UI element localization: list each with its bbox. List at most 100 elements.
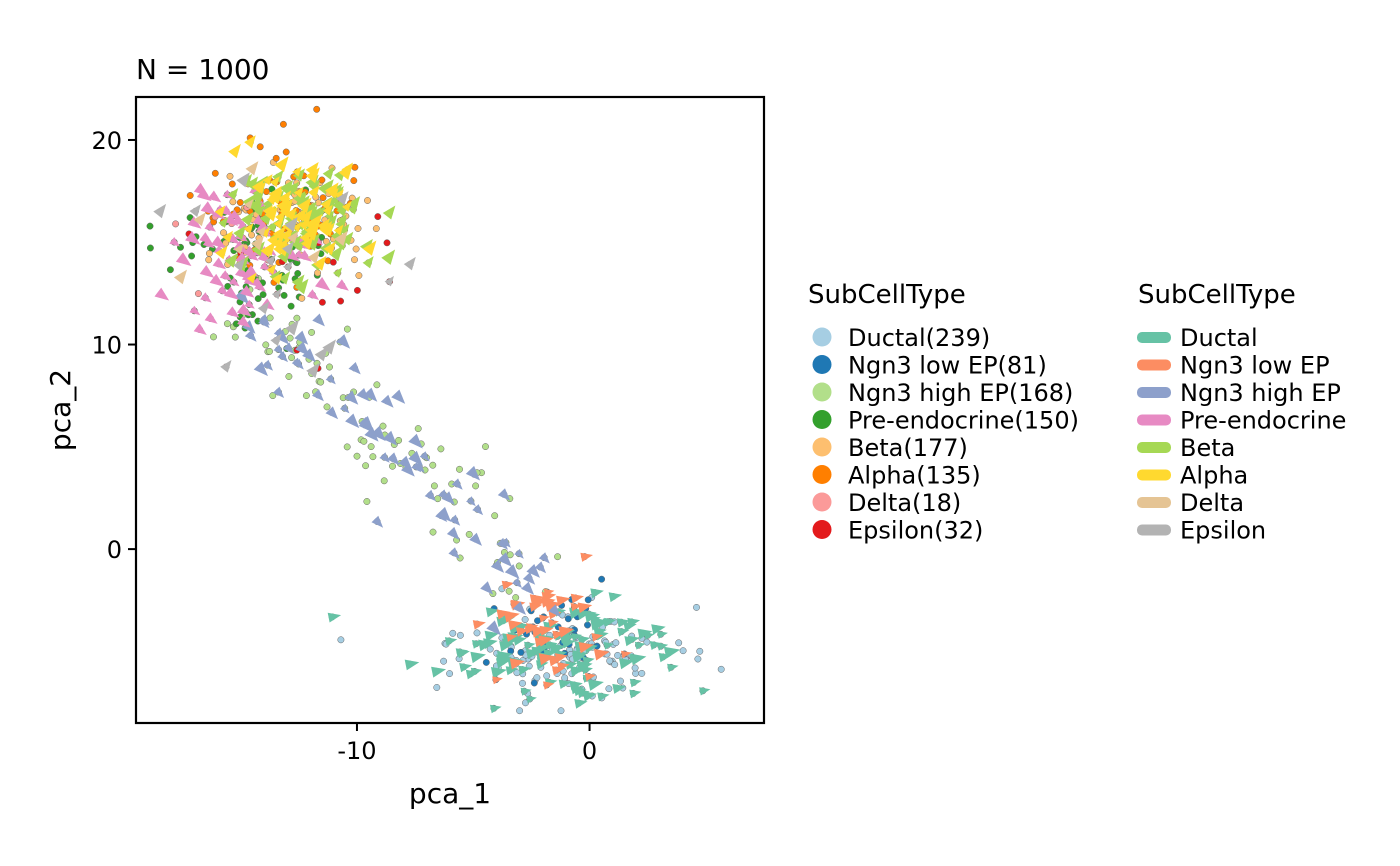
velocity-arrow <box>322 339 336 355</box>
data-point <box>611 661 619 669</box>
y-tick-label: 20 <box>91 127 122 155</box>
data-point <box>172 220 180 228</box>
velocity-arrow <box>323 241 336 256</box>
velocity-arrow <box>572 650 588 662</box>
velocity-arrow <box>431 666 447 678</box>
data-point <box>293 314 301 322</box>
data-point <box>693 603 700 611</box>
data-point <box>675 639 683 647</box>
velocity-arrow <box>335 334 351 349</box>
velocity-arrow <box>189 204 201 217</box>
legend-point-swatch <box>812 355 832 374</box>
velocity-arrow <box>219 270 232 281</box>
velocity-arrow <box>220 360 232 373</box>
velocity-arrow <box>322 222 335 237</box>
velocity-arrow <box>189 305 201 316</box>
velocity-arrow <box>222 230 233 243</box>
data-point <box>631 664 639 672</box>
data-point <box>314 269 322 277</box>
data-point <box>606 657 614 665</box>
data-point <box>363 498 371 505</box>
velocity-arrow <box>604 617 617 627</box>
velocity-arrow <box>578 642 594 654</box>
legend-point-label: Alpha(135) <box>848 462 981 490</box>
velocity-arrow <box>382 205 396 220</box>
data-point <box>472 482 480 490</box>
velocity-arrow <box>237 315 251 328</box>
velocity-arrow <box>259 261 271 272</box>
velocity-arrow <box>521 581 535 595</box>
velocity-arrow <box>508 620 523 631</box>
velocity-arrow <box>348 362 361 375</box>
legend-arrow-label: Ngn3 low EP <box>1180 352 1330 380</box>
velocity-arrow <box>266 264 277 275</box>
velocity-arrow <box>457 648 470 659</box>
data-point <box>350 177 358 185</box>
data-point <box>362 462 370 470</box>
data-point <box>372 225 380 233</box>
velocity-arrow <box>282 342 295 354</box>
data-point <box>612 639 620 647</box>
velocity-arrow <box>202 237 215 249</box>
velocity-arrow <box>327 612 342 623</box>
data-point <box>486 645 494 653</box>
velocity-arrow <box>472 504 484 516</box>
velocity-arrow <box>580 552 593 562</box>
data-point <box>360 437 368 445</box>
velocity-arrow <box>315 277 331 291</box>
legend-arrow-swatch <box>1137 524 1171 536</box>
velocity-arrow <box>207 190 222 203</box>
velocity-arrow <box>492 676 503 685</box>
data-point <box>266 347 273 355</box>
velocity-arrow <box>538 552 550 564</box>
data-point <box>554 553 562 561</box>
velocity-arrow <box>229 277 240 287</box>
velocity-arrow <box>256 226 267 237</box>
velocity-arrow <box>582 691 598 702</box>
velocity-arrow <box>260 243 274 258</box>
velocity-arrow <box>543 588 555 597</box>
velocity-arrow <box>574 699 588 709</box>
velocity-arrow <box>193 212 206 227</box>
data-point <box>429 528 437 536</box>
data-point <box>491 512 499 520</box>
velocity-arrow <box>336 191 349 206</box>
velocity-arrow <box>173 269 187 285</box>
legend-arrow-label: Pre-endocrine <box>1180 407 1346 435</box>
data-point <box>319 194 327 202</box>
data-point <box>534 617 541 625</box>
data-point <box>262 341 270 349</box>
velocity-arrow <box>333 267 343 278</box>
velocity-arrow <box>305 167 320 184</box>
velocity-arrow <box>264 206 278 222</box>
velocity-arrow <box>262 174 273 186</box>
plot-area <box>134 95 766 725</box>
velocity-arrow <box>381 249 396 265</box>
velocity-arrow <box>251 179 264 194</box>
y-axis-label: pca_2 <box>44 369 77 451</box>
velocity-arrow <box>282 241 294 255</box>
velocity-arrow <box>316 206 326 217</box>
velocity-arrow <box>298 218 310 231</box>
velocity-arrow <box>295 341 310 356</box>
data-point <box>326 363 333 371</box>
data-point <box>220 229 227 237</box>
velocity-arrow <box>153 203 167 219</box>
velocity-arrow <box>539 625 554 636</box>
velocity-arrow <box>370 425 386 442</box>
data-point <box>696 647 704 655</box>
velocity-arrow <box>236 172 250 188</box>
x-axis: -10 0 <box>337 723 597 765</box>
velocity-arrow <box>285 320 299 336</box>
data-point <box>223 320 231 328</box>
data-point <box>367 443 375 451</box>
data-point <box>638 669 646 677</box>
velocity-arrow <box>587 679 604 691</box>
velocity-arrow <box>449 514 461 526</box>
velocity-arrow <box>293 239 305 252</box>
data-point <box>211 169 219 177</box>
velocity-arrow <box>196 188 212 202</box>
